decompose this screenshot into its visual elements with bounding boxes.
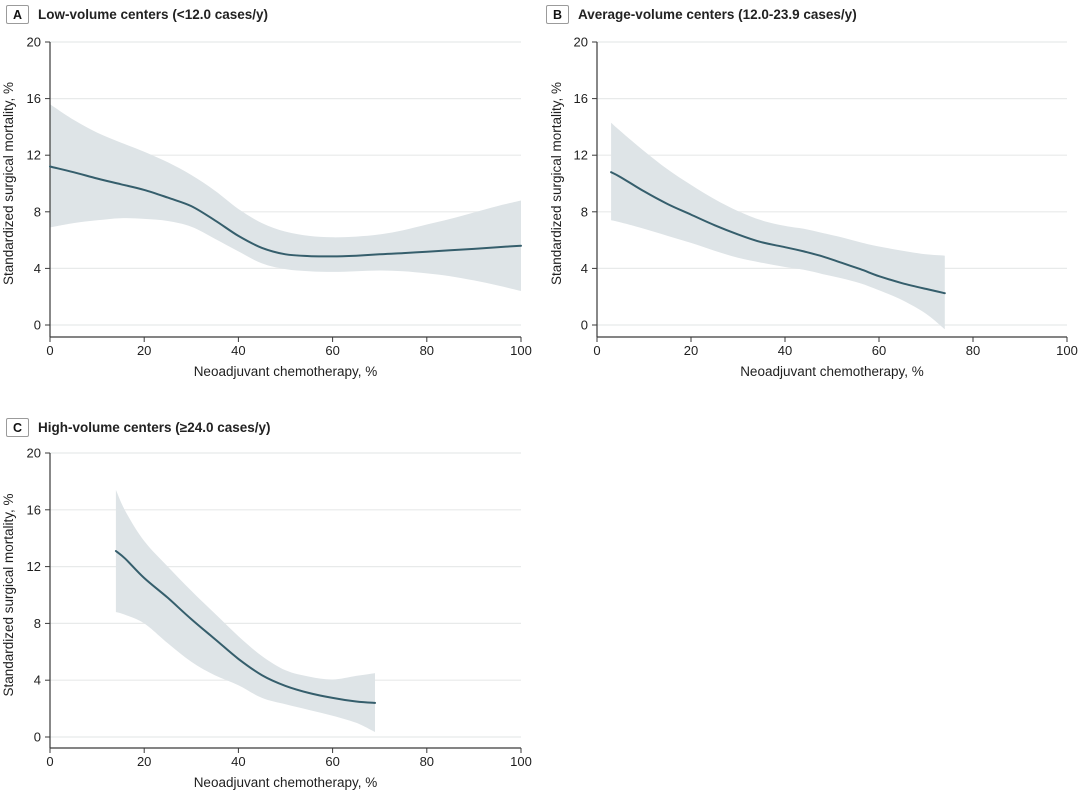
x-tick-label: 60 xyxy=(325,343,339,358)
y-tick-label: 20 xyxy=(574,35,588,50)
x-tick-label: 80 xyxy=(420,754,434,769)
y-axis-title: Standardized surgical mortality, % xyxy=(549,82,564,285)
y-tick-label: 20 xyxy=(27,35,41,50)
x-axis-title: Neoadjuvant chemotherapy, % xyxy=(740,364,924,379)
panel-b-chart: 0 4 8 12 16 20 0 20 40 60 80 100 Neoadjuvant chemoth… xyxy=(549,35,1078,380)
x-tick-label: 100 xyxy=(510,754,532,769)
y-tick-label: 8 xyxy=(34,204,41,219)
y-tick-label: 0 xyxy=(34,730,41,745)
y-tick-label: 4 xyxy=(581,261,588,276)
x-tick-label: 80 xyxy=(966,343,980,358)
y-tick-label: 12 xyxy=(574,148,588,163)
panel-b-label: B xyxy=(546,5,570,24)
panel-c: 0 4 8 12 16 20 0 20 40 60 80 100 Neoadjuvant chemoth… xyxy=(0,413,540,797)
x-tick-label: 40 xyxy=(778,343,792,358)
panel-a-title: Low-volume centers (<12.0 cases/y) xyxy=(38,7,269,22)
ci-band xyxy=(611,122,945,330)
mortality-line xyxy=(610,171,946,295)
x-tick-label: 20 xyxy=(137,343,151,358)
y-tick-label: 16 xyxy=(27,91,41,106)
mortality-line xyxy=(114,550,376,704)
ci-band xyxy=(115,489,376,732)
panel-b: 0 4 8 12 16 20 0 20 40 60 80 100 Neoadjuvant chemoth… xyxy=(540,0,1080,397)
x-tick-label: 20 xyxy=(137,754,151,769)
x-tick-label: 40 xyxy=(231,754,245,769)
panel-b-title: Average-volume centers (12.0-23.9 cases/… xyxy=(578,7,857,22)
y-tick-label: 8 xyxy=(34,616,41,631)
x-tick-label: 0 xyxy=(593,343,600,358)
panel-a-header: A Low-volume centers (<12.0 cases/y) xyxy=(6,5,268,24)
x-tick-label: 100 xyxy=(510,343,532,358)
y-tick-label: 0 xyxy=(34,318,41,333)
x-tick-label: 0 xyxy=(46,754,53,769)
x-tick-label: 100 xyxy=(1056,343,1078,358)
panel-b-header: B Average-volume centers (12.0-23.9 case… xyxy=(546,5,857,24)
y-tick-label: 16 xyxy=(574,91,588,106)
panel-a-chart: 0 4 8 12 16 20 0 20 40 60 80 100 Neoadjuvant chemoth… xyxy=(1,35,532,380)
x-tick-label: 40 xyxy=(231,343,245,358)
mortality-line xyxy=(49,165,522,258)
x-tick-label: 0 xyxy=(46,343,53,358)
y-tick-label: 4 xyxy=(34,261,41,276)
x-axis-title: Neoadjuvant chemotherapy, % xyxy=(194,364,378,379)
panel-c-chart: 0 4 8 12 16 20 0 20 40 60 80 100 Neoadjuvant chemoth… xyxy=(1,446,532,791)
y-tick-label: 12 xyxy=(27,148,41,163)
y-tick-label: 12 xyxy=(27,559,41,574)
panel-a: 0 4 8 12 16 20 0 20 40 60 80 100 Neoadjuvant chemoth… xyxy=(0,0,540,397)
y-tick-label: 0 xyxy=(581,318,588,333)
x-tick-label: 80 xyxy=(420,343,434,358)
x-tick-label: 60 xyxy=(325,754,339,769)
y-tick-label: 16 xyxy=(27,502,41,517)
ci-band xyxy=(50,104,521,291)
panel-c-title: High-volume centers (≥24.0 cases/y) xyxy=(38,420,271,435)
x-tick-label: 20 xyxy=(684,343,698,358)
panel-c-header: C High-volume centers (≥24.0 cases/y) xyxy=(6,418,271,437)
panel-c-label: C xyxy=(6,418,30,437)
x-tick-label: 60 xyxy=(872,343,886,358)
y-tick-label: 8 xyxy=(581,204,588,219)
x-axis-title: Neoadjuvant chemotherapy, % xyxy=(194,775,378,790)
y-axis-title: Standardized surgical mortality, % xyxy=(1,82,16,285)
panel-a-label: A xyxy=(6,5,30,24)
y-axis-title: Standardized surgical mortality, % xyxy=(1,493,16,696)
y-tick-label: 20 xyxy=(27,446,41,461)
y-tick-label: 4 xyxy=(34,673,41,688)
